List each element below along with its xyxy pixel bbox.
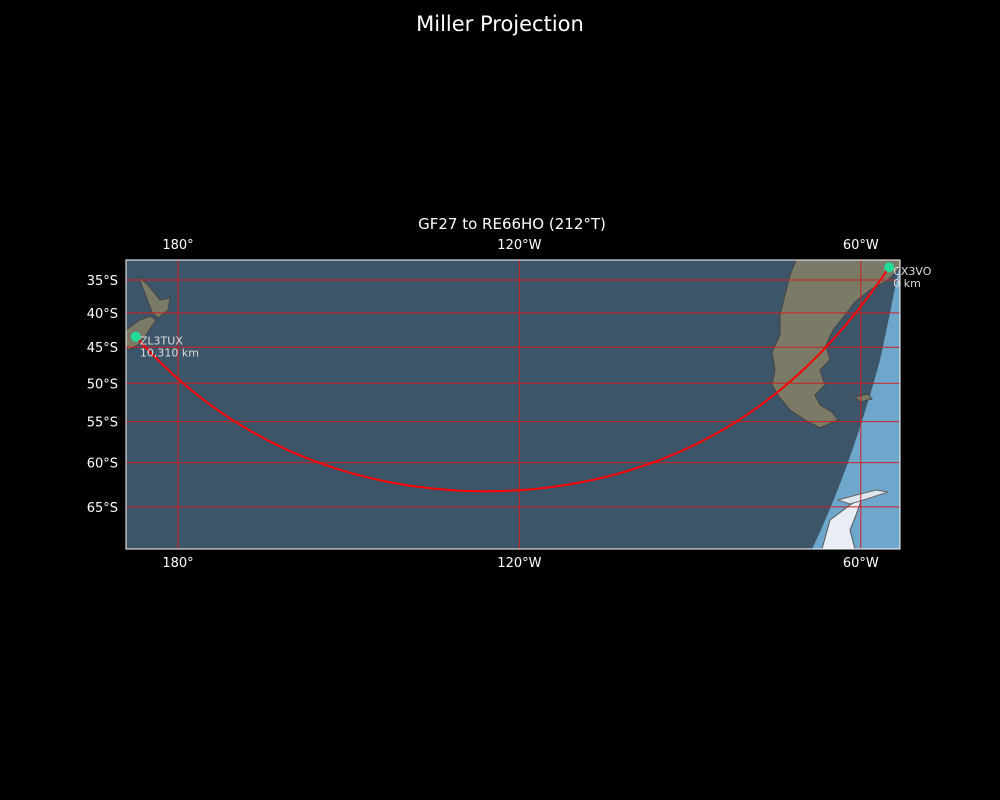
lat-tick-label: 35°S [87,274,118,289]
falkland-islands [854,393,873,403]
ocean [126,260,900,549]
station-distance: 0 km [893,277,921,290]
graticule [126,260,900,549]
station-callsign: ZL3TUX [140,335,183,348]
lon-tick-label-bottom: 60°W [843,556,879,571]
new-zealand-south [126,315,157,351]
great-circle-path [135,266,891,493]
daylight-region [812,262,900,549]
station-callsign: CX3VO [893,265,932,278]
lat-tick-label: 45°S [87,341,118,356]
antarctic-islands [836,489,889,505]
lon-tick-label-top: 60°W [843,238,879,253]
south-america [771,260,900,429]
lat-tick-label: 60°S [87,457,118,472]
lon-tick-label-top: 120°W [497,238,541,253]
lon-tick-label-bottom: 180° [162,556,193,571]
station-marker[interactable] [130,331,141,342]
new-zealand-north [137,275,171,319]
figure-title: Miller Projection [416,12,584,36]
map-title: GF27 to RE66HO (212°T) [418,215,606,233]
lat-tick-label: 65°S [87,501,118,516]
lon-tick-label-bottom: 120°W [497,556,541,571]
lat-tick-label: 55°S [87,416,118,431]
station-marker[interactable] [884,262,895,273]
lat-tick-label: 40°S [87,307,118,322]
map-frame [125,259,901,550]
lat-tick-label: 50°S [87,377,118,392]
lon-tick-label-top: 180° [162,238,193,253]
station-distance: 10,310 km [140,347,199,360]
